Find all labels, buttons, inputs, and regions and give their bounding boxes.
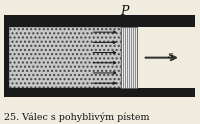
Bar (4, 15, 9, 97)
Bar (4, 15, 194, 27)
Bar (120, 27, 136, 88)
Text: P: P (120, 5, 128, 18)
Text: s: s (167, 51, 172, 60)
Bar (9, 27, 120, 88)
Bar (4, 88, 194, 97)
Text: 25. Válec s pohyblivým pístem: 25. Válec s pohyblivým pístem (4, 112, 149, 122)
